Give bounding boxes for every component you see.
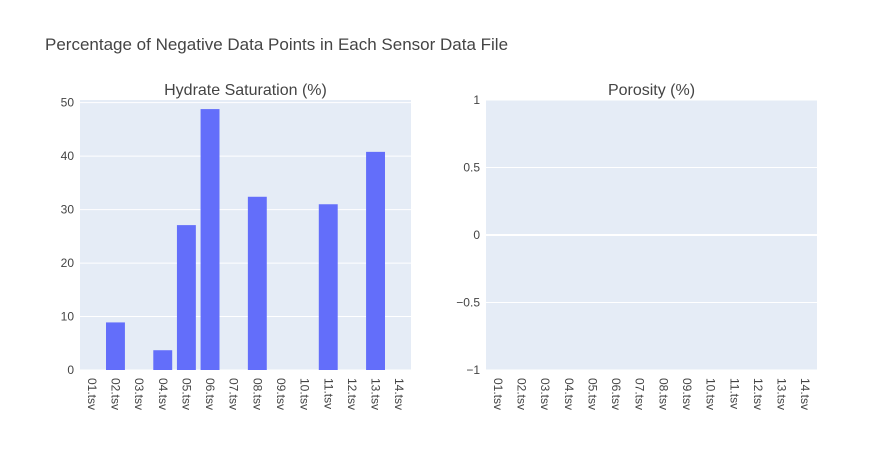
- x-tick-label: 01.tsv: [85, 378, 99, 410]
- x-tick-label: 10.tsv: [704, 378, 718, 410]
- x-tick-label: 12.tsv: [345, 378, 359, 410]
- y-tick-label: 50: [61, 96, 75, 110]
- x-tick-label: 04.tsv: [156, 378, 170, 410]
- y-tick-label: 40: [61, 149, 75, 163]
- x-tick-label: 01.tsv: [491, 378, 505, 410]
- bar-05-tsv[interactable]: [176, 225, 196, 370]
- x-tick-label: 10.tsv: [298, 378, 312, 410]
- y-ticks-hydrate-saturation: 0 10 20 30 40 50: [61, 96, 75, 377]
- x-tick-label: 11.tsv: [321, 378, 335, 409]
- x-tick-label: 03.tsv: [538, 378, 552, 410]
- y-ticks-porosity: −1 −0.5 0 0.5 1: [456, 93, 480, 377]
- bars-hydrate-saturation: [106, 109, 385, 370]
- x-tick-label: 09.tsv: [680, 378, 694, 410]
- x-tick-label: 13.tsv: [369, 378, 383, 410]
- x-ticks-hydrate-saturation: 01.tsv 02.tsv 03.tsv 04.tsv 05.tsv 06.tsv 07.t…: [85, 378, 406, 410]
- plot-area-hydrate-saturation: [80, 100, 411, 370]
- x-tick-label: 09.tsv: [274, 378, 288, 410]
- x-tick-label: 06.tsv: [203, 378, 217, 410]
- bar-13-tsv[interactable]: [366, 151, 385, 370]
- x-tick-label: 08.tsv: [656, 378, 670, 410]
- subplot-hydrate-saturation: 0 10 20 30 40 50 01.tsv 02.tsv 03.tsv 04.tsv 05.t…: [61, 82, 411, 410]
- subplot-porosity: −1 −0.5 0 0.5 1 01.tsv 02.tsv 03.tsv 04.tsv 05.t…: [456, 82, 817, 410]
- x-tick-label: 05.tsv: [585, 378, 599, 410]
- bar-08-tsv[interactable]: [247, 196, 267, 370]
- x-tick-label: 02.tsv: [514, 378, 528, 410]
- bar-02-tsv[interactable]: [106, 322, 125, 370]
- y-tick-label: 1: [473, 93, 480, 107]
- y-tick-label: −0.5: [456, 296, 480, 310]
- x-tick-label: 13.tsv: [775, 378, 789, 410]
- y-tick-label: −1: [466, 363, 480, 377]
- y-tick-label: 0: [67, 363, 74, 377]
- figure-title: Percentage of Negative Data Points in Ea…: [45, 35, 508, 54]
- x-tick-label: 04.tsv: [562, 378, 576, 410]
- y-tick-label: 20: [61, 256, 75, 270]
- y-tick-label: 10: [61, 310, 75, 324]
- x-tick-label: 07.tsv: [633, 378, 647, 410]
- subplot-title-porosity: Porosity (%): [608, 82, 695, 99]
- x-tick-label: 03.tsv: [132, 378, 146, 410]
- x-tick-label: 12.tsv: [751, 378, 765, 410]
- x-ticks-porosity: 01.tsv 02.tsv 03.tsv 04.tsv 05.tsv 06.tsv 07.t…: [491, 378, 812, 410]
- x-tick-label: 05.tsv: [179, 378, 193, 410]
- bar-04-tsv[interactable]: [153, 350, 173, 370]
- y-tick-label: 30: [61, 203, 75, 217]
- gridlines-hydrate-saturation: [80, 102, 411, 371]
- x-tick-label: 08.tsv: [250, 378, 264, 410]
- x-tick-label: 14.tsv: [798, 378, 812, 410]
- bar-06-tsv[interactable]: [200, 109, 220, 370]
- x-tick-label: 07.tsv: [227, 378, 241, 410]
- x-tick-label: 06.tsv: [609, 378, 623, 410]
- bar-11-tsv[interactable]: [318, 204, 338, 370]
- y-tick-label: 0.5: [463, 161, 480, 175]
- y-tick-label: 0: [473, 228, 480, 242]
- x-tick-label: 02.tsv: [108, 378, 122, 410]
- subplot-title-hydrate-saturation: Hydrate Saturation (%): [164, 82, 327, 99]
- x-tick-label: 11.tsv: [727, 378, 741, 409]
- x-tick-label: 14.tsv: [392, 378, 406, 410]
- gridlines-porosity: [486, 99, 817, 371]
